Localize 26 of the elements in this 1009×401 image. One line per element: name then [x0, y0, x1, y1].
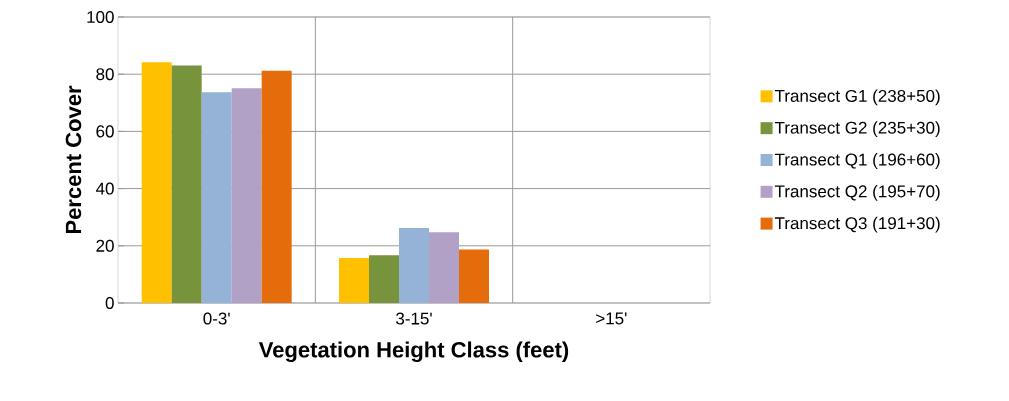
y-tick-label: 20 — [96, 239, 114, 252]
bar — [231, 88, 262, 303]
y-tick-label: 80 — [96, 68, 114, 81]
legend-label: Transect G1 (238+50) — [774, 89, 940, 106]
bar — [339, 258, 370, 303]
legend-label: Transect Q2 (195+70) — [774, 184, 940, 201]
x-tick-label: 0-3' — [203, 312, 230, 325]
y-tick-label: 100 — [87, 10, 114, 24]
legend-label: Transect Q3 (191+30) — [774, 216, 940, 233]
legend-label: Transect G2 (235+30) — [774, 121, 940, 138]
x-tick-label: 3-15' — [396, 312, 432, 325]
legend-label: Transect Q1 (196+60) — [774, 153, 940, 169]
bar — [261, 70, 292, 303]
bar — [369, 255, 400, 303]
y-tick-label: 0 — [105, 296, 114, 310]
bar — [429, 232, 460, 303]
y-tick-label: 40 — [95, 182, 114, 195]
bar — [201, 92, 232, 303]
bar — [171, 65, 202, 303]
bar — [459, 249, 490, 303]
x-axis-title: Vegetation Height Class (feet) — [258, 341, 569, 363]
bar — [141, 62, 172, 303]
y-tick-label: 60 — [96, 125, 114, 138]
y-axis-title: Percent Cover — [65, 85, 82, 234]
x-tick-label: >15' — [596, 312, 627, 325]
bar — [399, 228, 430, 303]
